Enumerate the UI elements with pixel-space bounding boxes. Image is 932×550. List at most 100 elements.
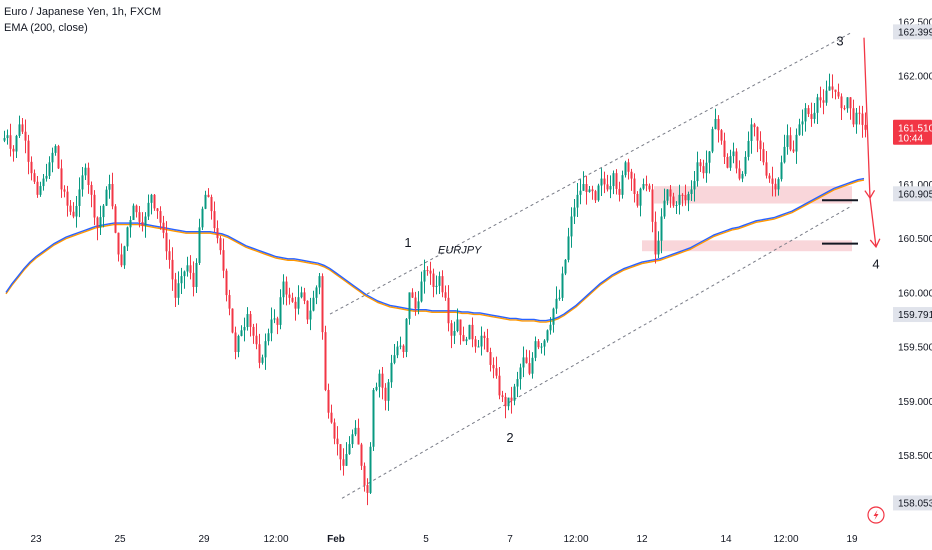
candle-body (732, 151, 735, 157)
candle (171, 247, 174, 291)
candle-body (741, 173, 744, 179)
candle-body (294, 301, 297, 309)
candle-body (606, 184, 609, 190)
candle (837, 83, 840, 99)
candle (351, 429, 354, 449)
candle (285, 276, 288, 306)
candle (219, 235, 222, 255)
y-tick-label: 159.000 (898, 397, 932, 408)
candle (111, 172, 114, 210)
candle (657, 231, 660, 259)
candle-body (540, 346, 543, 348)
arrow-head-1 (864, 189, 876, 200)
candle-body (750, 124, 753, 141)
candle-body (504, 396, 507, 407)
candle (366, 478, 369, 506)
candle (327, 383, 330, 419)
candle-body (699, 162, 702, 167)
candle-body (849, 97, 852, 109)
candle-body (669, 189, 672, 197)
candle (777, 177, 780, 196)
candle (669, 184, 672, 208)
candle (159, 206, 162, 230)
candle-body (471, 324, 474, 340)
candle-body (600, 178, 603, 186)
candle (504, 392, 507, 419)
candle (102, 204, 105, 228)
candle-body (303, 292, 306, 301)
candle-body (180, 276, 183, 284)
candle-body (351, 434, 354, 445)
candle-body (105, 189, 108, 206)
candle (606, 174, 609, 192)
candle (246, 307, 249, 331)
x-tick-label: 7 (507, 534, 513, 545)
price-axis[interactable]: 162.500 162.000 161.000 160.500 160.000 159.5… (893, 17, 932, 511)
candle (228, 289, 231, 316)
candle (408, 292, 411, 325)
candle-body (162, 222, 165, 233)
candle-body (339, 444, 342, 460)
candle (633, 173, 636, 203)
candle-body (309, 310, 312, 320)
candle (291, 292, 294, 303)
candle-body (201, 208, 204, 228)
candle-body (630, 171, 633, 179)
candle-body (165, 232, 168, 252)
candle (531, 352, 534, 379)
candle (627, 158, 630, 180)
candle (105, 186, 108, 206)
candle (735, 148, 738, 174)
candle-body (561, 273, 564, 298)
candle (348, 436, 351, 455)
candle (240, 325, 243, 337)
candle-body (771, 178, 774, 184)
candle-body (126, 227, 129, 247)
candle (717, 115, 720, 143)
candle-body (762, 149, 765, 163)
candle (792, 140, 795, 153)
candle-body (579, 190, 582, 195)
lightning-icon[interactable] (867, 506, 885, 524)
candle-body (6, 135, 9, 139)
candle (237, 334, 240, 358)
candle (732, 142, 735, 164)
time-axis[interactable]: 23 25 29 12:00 Feb 5 7 12:00 12 14 12:00 19 (30, 534, 858, 545)
candle-body (810, 114, 813, 119)
candle-body (864, 124, 867, 130)
candle-body (516, 379, 519, 387)
candle (354, 420, 357, 437)
candle-body (843, 108, 846, 110)
candle-body (633, 178, 636, 194)
candle-body (591, 189, 594, 192)
candle (483, 331, 486, 350)
candle-body (798, 124, 801, 135)
candle-body (747, 140, 750, 157)
candle (192, 261, 195, 297)
candle-body (603, 178, 606, 185)
y-tick-label: 162.500 (898, 17, 932, 28)
candle-body (24, 131, 27, 141)
candle (393, 343, 396, 365)
candle (654, 211, 657, 264)
candle (714, 108, 717, 130)
x-tick-label: 12:00 (563, 534, 588, 545)
candle (795, 128, 798, 164)
chart-title: Euro / Japanese Yen, 1h, FXCM (4, 6, 162, 18)
candle-body (408, 292, 411, 319)
candle (690, 180, 693, 201)
candle-body (333, 422, 336, 439)
candle-body (621, 175, 624, 195)
candle-body (369, 446, 372, 493)
candle (66, 185, 69, 217)
candle (42, 174, 45, 191)
candle (726, 153, 729, 169)
candle-body (402, 345, 405, 352)
candle (513, 383, 516, 406)
candle (624, 160, 627, 178)
candle (864, 112, 867, 138)
candle (147, 194, 150, 221)
candle-body (663, 200, 666, 217)
candle (36, 175, 39, 198)
candle (444, 285, 447, 301)
